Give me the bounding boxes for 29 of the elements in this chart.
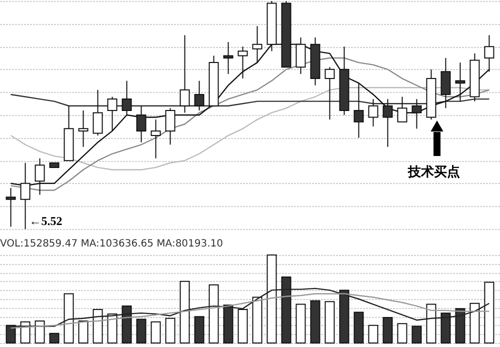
bar bbox=[122, 306, 132, 344]
candlestick bbox=[397, 96, 408, 122]
bar bbox=[339, 290, 350, 344]
bar bbox=[194, 316, 204, 344]
bar bbox=[310, 300, 320, 344]
candlestick bbox=[238, 46, 248, 80]
candlestick bbox=[78, 110, 88, 148]
bar bbox=[6, 324, 16, 344]
bar bbox=[455, 308, 466, 344]
bar bbox=[382, 316, 393, 344]
candlestick bbox=[92, 89, 103, 136]
bar bbox=[440, 312, 451, 344]
annotation: ←5.52 bbox=[29, 214, 62, 228]
bar bbox=[49, 332, 60, 344]
bar bbox=[354, 312, 364, 344]
chart-title: VOL:152859.47 MA:103636.65 MA:80193.10 bbox=[0, 238, 224, 250]
annotation: 技术买点 bbox=[407, 164, 460, 179]
candlestick bbox=[368, 98, 378, 127]
candlestick bbox=[6, 187, 16, 228]
candlestick bbox=[165, 108, 176, 146]
candlestick bbox=[324, 66, 335, 120]
bar bbox=[281, 276, 292, 344]
bar bbox=[412, 326, 422, 344]
candlestick bbox=[180, 34, 190, 114]
candlestick bbox=[223, 42, 234, 74]
bar bbox=[223, 304, 234, 344]
candlestick bbox=[107, 96, 118, 132]
bar bbox=[136, 318, 146, 344]
candlestick bbox=[150, 119, 161, 159]
